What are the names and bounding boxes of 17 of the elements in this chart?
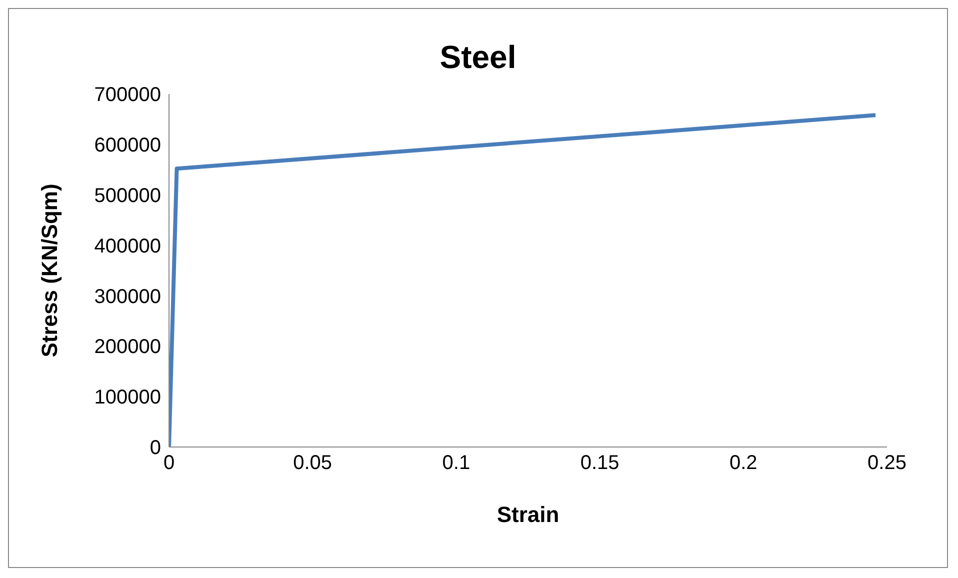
y-tick-label: 100000 — [94, 386, 161, 409]
x-axis-title: Strain — [496, 502, 560, 527]
x-tick-label: 0.1 — [442, 452, 470, 474]
x-tick-label: 0.05 — [293, 452, 332, 474]
y-tick-label: 200000 — [94, 336, 161, 358]
y-tick-label: 700000 — [94, 84, 161, 106]
chart-title: Steel — [438, 39, 518, 76]
y-tick-label: 300000 — [94, 286, 161, 308]
x-tick-label: 0.2 — [729, 452, 758, 474]
x-tick-label: 0.25 — [868, 452, 906, 474]
x-tick-label: 0 — [163, 452, 175, 474]
y-tick-label: 600000 — [94, 134, 161, 157]
y-axis-title: Stress (KN/Sqm) — [36, 184, 62, 358]
y-tick-label: 500000 — [94, 184, 161, 207]
y-tick-label: 0 — [150, 437, 161, 460]
y-tick-label: 400000 — [94, 235, 161, 258]
x-tick-label: 0.15 — [580, 452, 620, 474]
